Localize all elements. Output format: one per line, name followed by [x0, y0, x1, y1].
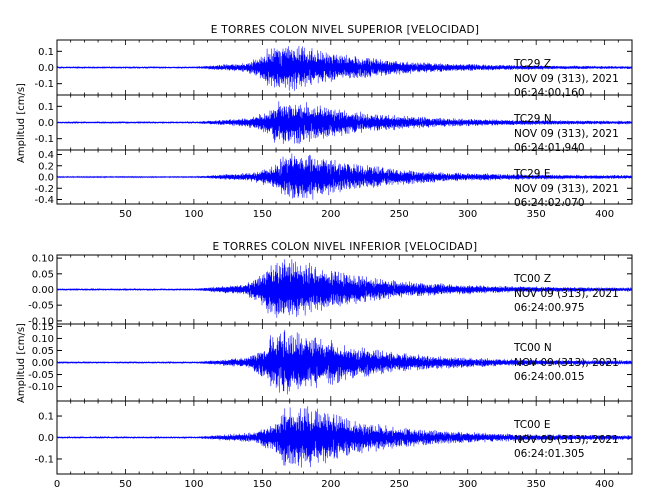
y-tick-label: -0.05	[28, 301, 54, 312]
plot-layer: -0.1 0.0 0.1 TC29 Z NOV 09 (313), 2021 06:24:…	[28, 39, 633, 490]
seismic-trace	[56, 406, 633, 468]
station-label: TC29 Z	[513, 58, 551, 70]
panel-0-0: -0.1 0.0 0.1 TC29 Z NOV 09 (313), 2021 06:24:…	[34, 39, 633, 99]
seismic-trace	[56, 153, 633, 200]
time-label: 06:24:02.070	[514, 197, 585, 209]
time-label: 06:24:01.940	[514, 142, 585, 154]
y-tick-label: -0.4	[34, 195, 54, 206]
x-tick-label: 50	[119, 209, 132, 220]
y-tick-label: -0.10	[28, 316, 54, 327]
panel-1-2: -0.1 0.0 0.1 TC00 E NOV 09 (313), 2021 06:24:…	[34, 400, 633, 475]
y-tick-label: 0.1	[38, 102, 54, 113]
y-tick-label: 0.05	[32, 269, 54, 280]
panel-1-1: -0.10-0.050.000.050.100.15 TC00 N NOV 09 (…	[28, 322, 633, 402]
y-tick-label: 0.0	[38, 173, 54, 184]
y-tick-label: 0.15	[32, 322, 54, 333]
date-label: NOV 09 (313), 2021	[514, 183, 619, 195]
date-label: NOV 09 (313), 2021	[514, 288, 619, 300]
x-tick-label: 200	[321, 209, 340, 220]
y-tick-label: -0.1	[34, 454, 54, 465]
date-label: NOV 09 (313), 2021	[514, 73, 619, 85]
station-label: TC00 Z	[513, 273, 551, 285]
x-tick-label: 400	[595, 209, 614, 220]
y-axis-label-upper: Amplitud [cm/s]	[16, 83, 27, 163]
seismic-trace	[56, 329, 633, 395]
x-tick-label: 250	[390, 479, 409, 490]
chart-title-lower: E TORRES COLON NIVEL INFERIOR [VELOCIDAD…	[213, 241, 478, 253]
y-tick-label: 0.2	[38, 161, 54, 172]
x-tick-label: 150	[253, 209, 272, 220]
panel-0-1: -0.1 0.0 0.1 TC29 N NOV 09 (313), 2021 06:24:…	[34, 94, 633, 154]
panel-0-2: -0.4-0.20.00.20.4 TC29 E NOV 09 (313), 202…	[34, 149, 633, 209]
date-label: NOV 09 (313), 2021	[514, 434, 619, 446]
y-tick-label: 0.4	[38, 150, 54, 161]
y-tick-label: 0.05	[32, 346, 54, 357]
x-tick-label: 100	[184, 479, 203, 490]
y-axis-label-lower: Amplitud [cm/s]	[16, 323, 27, 403]
station-label: TC00 N	[513, 342, 552, 354]
y-tick-label: -0.2	[34, 184, 54, 195]
x-tick-label: 350	[527, 479, 546, 490]
x-tick-label: 100	[184, 209, 203, 220]
x-tick-label: 50	[119, 479, 132, 490]
x-tick-label: 0	[54, 479, 60, 490]
y-tick-label: 0.00	[32, 285, 54, 296]
y-tick-label: 0.1	[38, 412, 54, 423]
y-tick-label: 0.0	[38, 63, 54, 74]
y-tick-label: 0.00	[32, 358, 54, 369]
seismic-trace	[56, 45, 633, 91]
station-label: TC29 E	[513, 168, 550, 180]
time-label: 06:24:01.305	[514, 448, 585, 460]
time-label: 06:24:00.975	[514, 302, 585, 314]
x-tick-label: 250	[390, 209, 409, 220]
y-tick-label: -0.10	[28, 382, 54, 393]
y-tick-label: -0.1	[34, 134, 54, 145]
time-label: 06:24:00.015	[514, 371, 585, 383]
chart-title-upper: E TORRES COLON NIVEL SUPERIOR [VELOCIDAD…	[211, 24, 480, 36]
y-tick-label: -0.1	[34, 79, 54, 90]
x-tick-label: 300	[458, 479, 477, 490]
y-tick-label: 0.0	[38, 118, 54, 129]
seismic-trace	[56, 101, 633, 144]
y-tick-label: 0.1	[38, 47, 54, 58]
y-tick-label: 0.10	[32, 254, 54, 265]
x-tick-label: 300	[458, 209, 477, 220]
date-label: NOV 09 (313), 2021	[514, 128, 619, 140]
y-tick-label: 0.10	[32, 334, 54, 345]
station-label: TC00 E	[513, 419, 550, 431]
y-tick-label: -0.05	[28, 370, 54, 381]
time-label: 06:24:00.160	[514, 87, 585, 99]
x-tick-label: 150	[253, 479, 272, 490]
x-tick-label: 350	[527, 209, 546, 220]
date-label: NOV 09 (313), 2021	[514, 357, 619, 369]
station-label: TC29 N	[513, 113, 552, 125]
y-tick-label: 0.0	[38, 433, 54, 444]
x-tick-label: 200	[321, 479, 340, 490]
x-tick-label: 400	[595, 479, 614, 490]
seismic-trace	[56, 259, 633, 318]
panel-1-0: -0.10 -0.05 0.00 0.05 0.10 TC00 Z NOV 09 (313)…	[28, 254, 633, 327]
